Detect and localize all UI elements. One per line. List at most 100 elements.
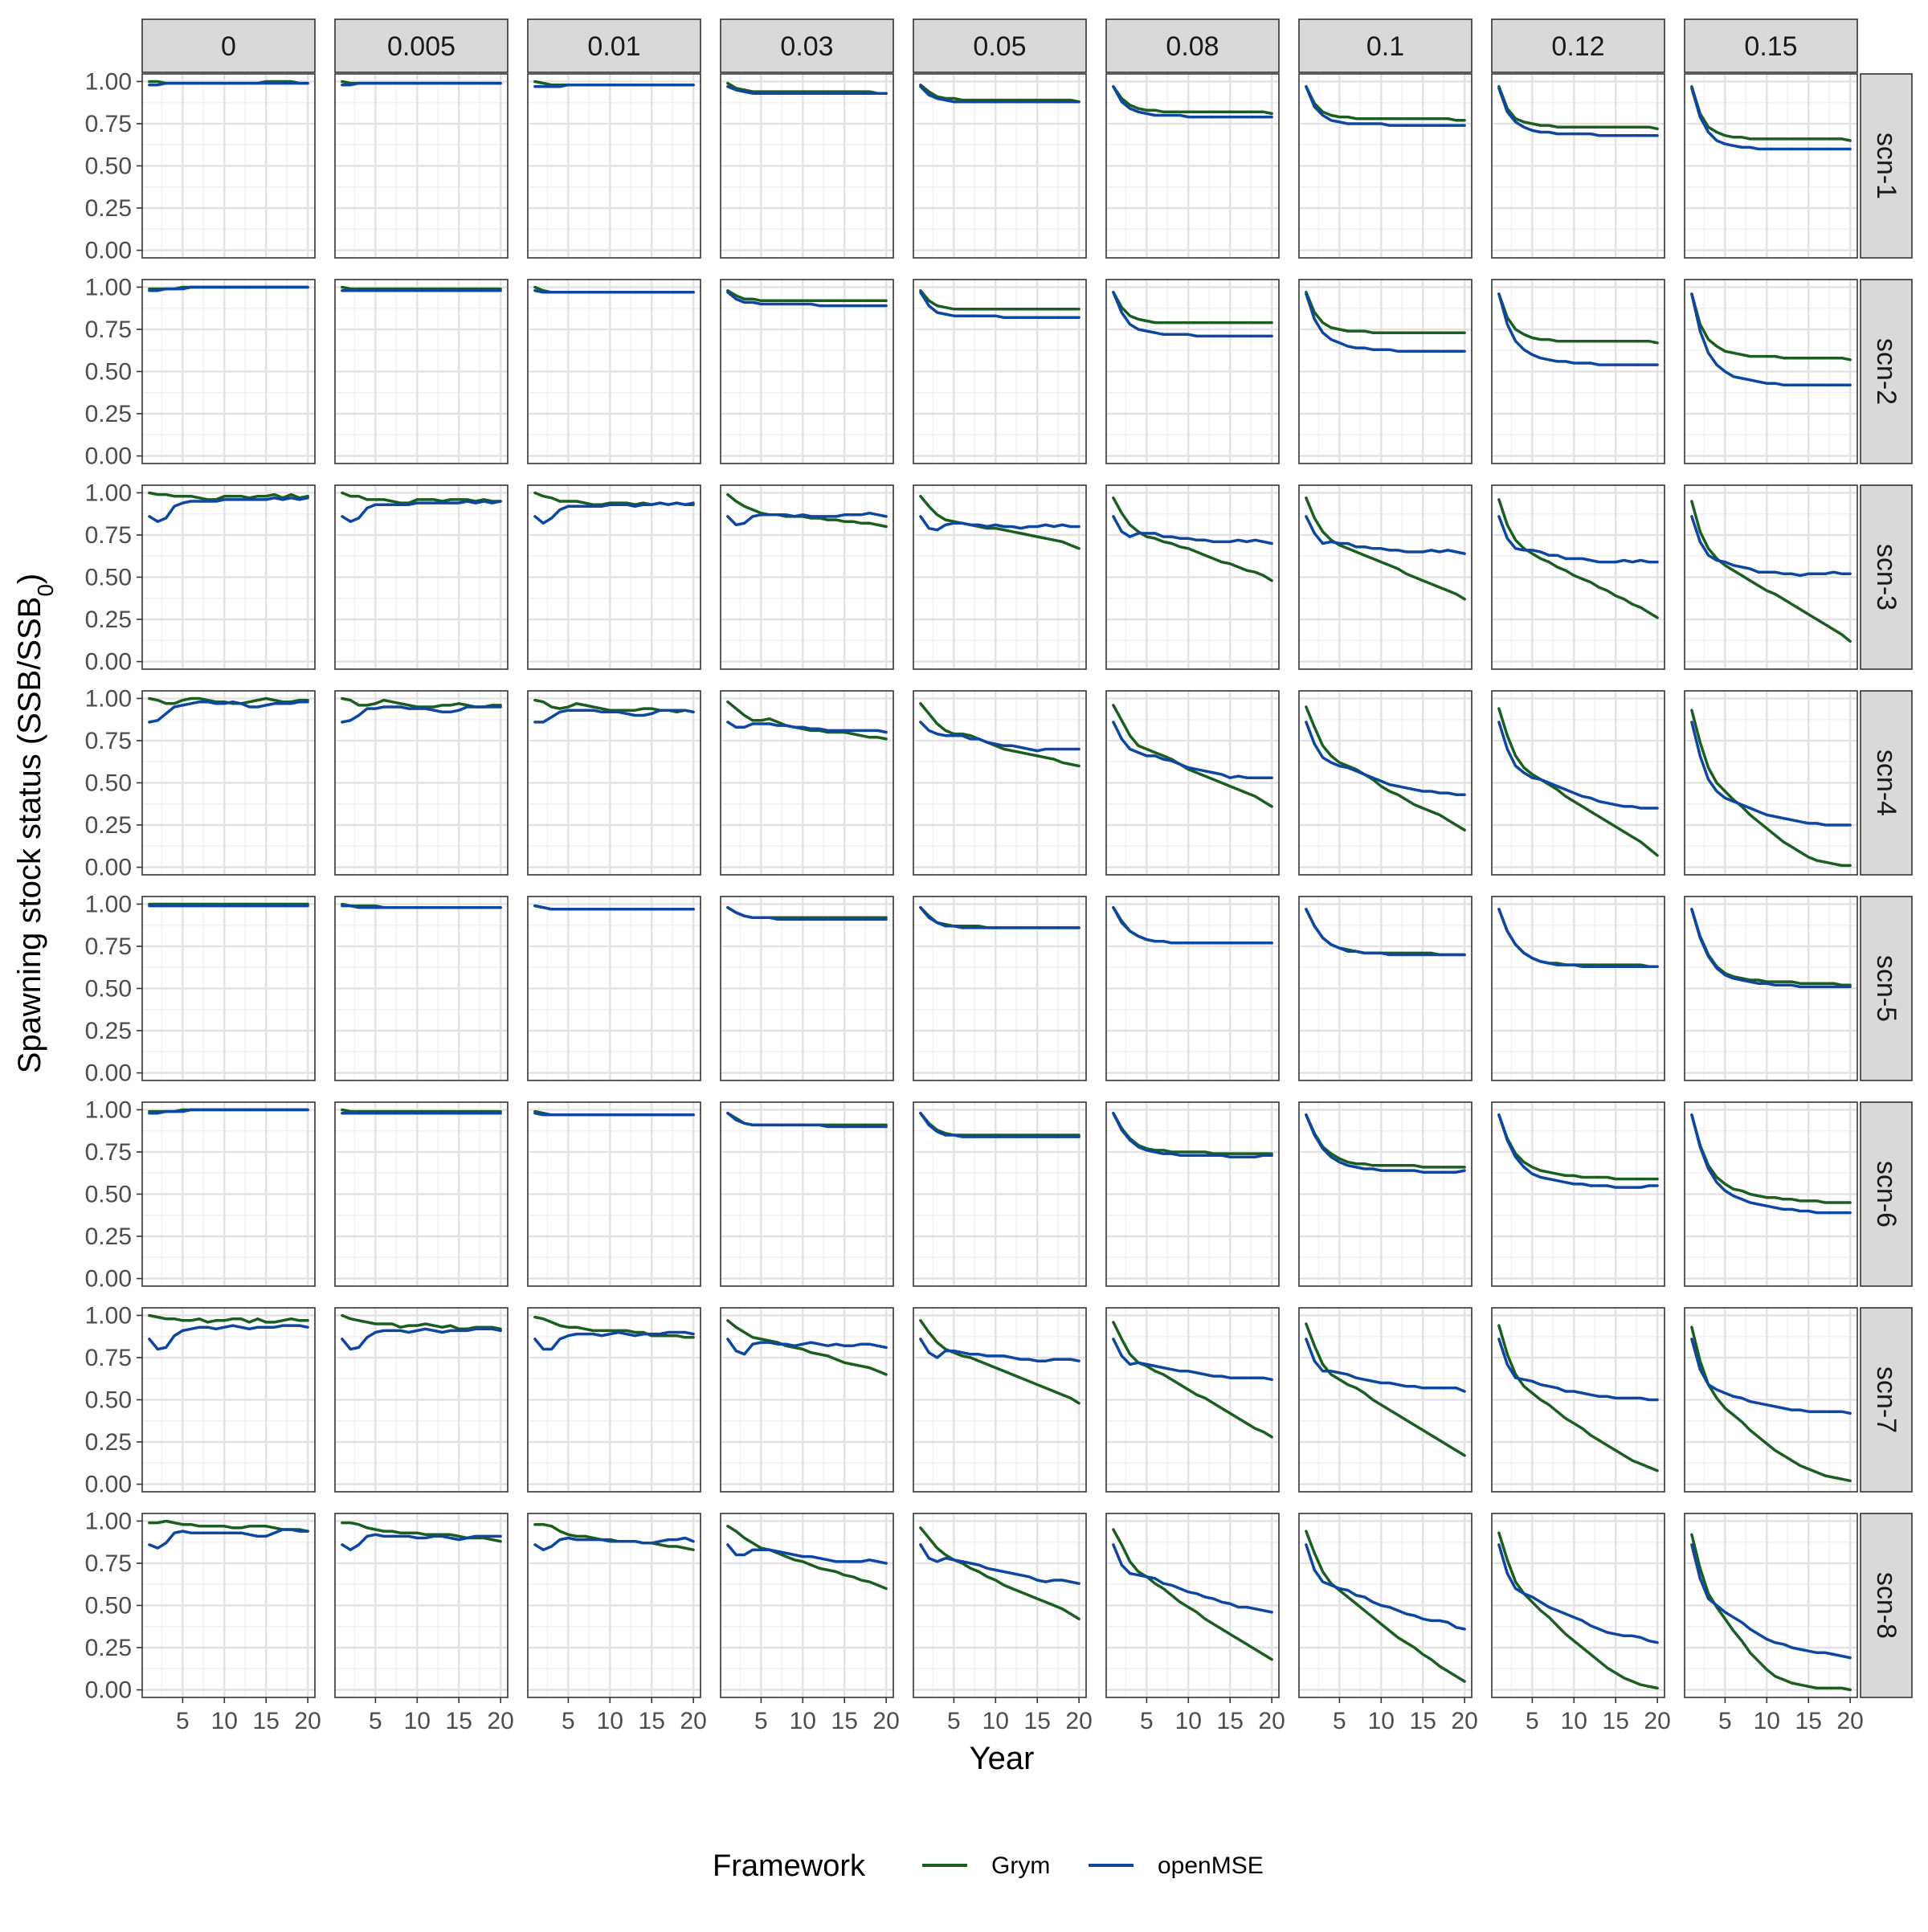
panel-border xyxy=(913,484,1087,670)
panel-scn-4-0.1 xyxy=(1298,690,1473,876)
series-line-openmse-scn-3-0.1 xyxy=(1305,515,1466,555)
panel-scn-2-0.08 xyxy=(1105,279,1280,464)
facet-strip-label: 0.12 xyxy=(1551,31,1604,62)
x-tick-label: 5 xyxy=(562,1708,575,1734)
facet-strip-label: scn-7 xyxy=(1871,1366,1901,1433)
series-line-openmse-scn-8-0 xyxy=(148,1528,309,1550)
panel-scn-1-0.03 xyxy=(720,73,894,259)
series-line-openmse-scn-1-0 xyxy=(148,81,309,87)
x-tick-label: 20 xyxy=(487,1708,513,1734)
facet-strip-label: 0.03 xyxy=(780,31,833,62)
panel-border xyxy=(1491,1307,1665,1493)
panel-scn-4-0.03 xyxy=(720,690,894,876)
x-tick-label: 15 xyxy=(1217,1708,1244,1734)
y-tick-label: 0.75 xyxy=(85,933,132,960)
y-tick-label: 0.75 xyxy=(85,1550,132,1577)
series-line-openmse-scn-8-0.05 xyxy=(919,1543,1080,1585)
series-line-grym-scn-7-0.03 xyxy=(726,1319,888,1376)
panel-scn-2-0.03 xyxy=(720,279,894,464)
x-tick-label: 20 xyxy=(680,1708,706,1734)
panel-scn-1-0.12 xyxy=(1491,73,1665,259)
panel-scn-5-0 xyxy=(141,896,316,1081)
panel-border xyxy=(334,1307,509,1493)
y-tick-label: 0.75 xyxy=(85,728,132,754)
panel-border xyxy=(720,690,894,876)
panel-scn-6-0.05 xyxy=(913,1101,1087,1287)
facet-strip-col-0: 0 xyxy=(141,18,316,73)
panel-scn-2-0.01 xyxy=(527,279,701,464)
series-line-grym-scn-4-0.05 xyxy=(919,702,1080,768)
series-line-openmse-scn-2-0.1 xyxy=(1305,292,1466,353)
facet-strip-background xyxy=(1298,18,1473,73)
panel-scn-7-0 xyxy=(141,1307,316,1493)
series-line-openmse-scn-5-0.03 xyxy=(726,905,888,921)
y-tick-label: 0.50 xyxy=(85,153,132,180)
facet-strip-col-0.12: 0.12 xyxy=(1491,18,1665,73)
panel-scn-3-0 xyxy=(141,484,316,670)
facet-strip-label: scn-3 xyxy=(1871,544,1901,611)
series-line-grym-scn-7-0.01 xyxy=(533,1315,695,1339)
y-tick-label: 0.00 xyxy=(85,238,132,264)
x-tick-label: 5 xyxy=(754,1708,768,1734)
y-tick-label: 0.75 xyxy=(85,1345,132,1371)
series-line-openmse-scn-4-0.01 xyxy=(533,709,695,724)
panel-border xyxy=(1684,484,1858,670)
series-line-openmse-scn-2-0.05 xyxy=(919,291,1080,320)
x-tick-label: 20 xyxy=(1065,1708,1092,1734)
series-line-grym-scn-8-0.15 xyxy=(1690,1533,1852,1692)
facet-strip-col-0.01: 0.01 xyxy=(527,18,701,73)
series-line-openmse-scn-5-0.05 xyxy=(919,905,1080,929)
panel-scn-4-0.08 xyxy=(1105,690,1280,876)
facet-strip-col-0.15: 0.15 xyxy=(1684,18,1858,73)
panel-scn-8-0.05 xyxy=(913,1513,1087,1698)
series-line-openmse-scn-5-0.15 xyxy=(1690,908,1852,989)
series-line-grym-scn-6-0.12 xyxy=(1497,1113,1659,1181)
strips-layer: 0 0.005 0.01 0.03 0.05 0.08 0.1 0.12 0.15 scn-1 sc… xyxy=(141,18,1913,1698)
panel-scn-8-0.08 xyxy=(1105,1513,1280,1698)
series-line-openmse-scn-7-0 xyxy=(148,1324,309,1351)
y-tick-label: 0.00 xyxy=(85,1266,132,1293)
panel-border xyxy=(720,1101,894,1287)
panel-border xyxy=(1298,279,1473,464)
y-tick-label: 0.25 xyxy=(85,1223,132,1250)
series-line-openmse-scn-7-0.05 xyxy=(919,1338,1080,1362)
panel-border xyxy=(720,279,894,464)
y-tick-label: 0.50 xyxy=(85,1593,132,1620)
facet-strip-background xyxy=(1860,1513,1913,1698)
series-line-grym-scn-6-0.15 xyxy=(1690,1113,1852,1204)
x-tick-label: 5 xyxy=(369,1708,382,1734)
facet-strip-background xyxy=(527,18,701,73)
panel-border xyxy=(720,1513,894,1698)
series-line-openmse-scn-3-0.005 xyxy=(341,500,502,523)
facet-strip-label: 0.05 xyxy=(973,31,1026,62)
x-tick-label: 15 xyxy=(1603,1708,1629,1734)
facet-strip-label: scn-6 xyxy=(1871,1161,1901,1227)
y-tick-label: 0.25 xyxy=(85,607,132,633)
facet-strip-background xyxy=(1860,484,1913,670)
panel-scn-2-0 xyxy=(141,279,316,464)
series-line-openmse-scn-4-0.08 xyxy=(1112,721,1273,779)
series-line-grym-scn-8-0.08 xyxy=(1112,1528,1273,1661)
x-tick-label: 5 xyxy=(1140,1708,1154,1734)
panel-scn-7-0.05 xyxy=(913,1307,1087,1493)
y-tick-label: 1.00 xyxy=(85,891,132,917)
facet-strip-background xyxy=(1860,1307,1913,1493)
y-tick-label: 0.50 xyxy=(85,565,132,591)
series-line-grym-scn-3-0 xyxy=(148,491,309,501)
series-line-openmse-scn-4-0.12 xyxy=(1497,721,1659,810)
series-line-grym-scn-2-0.05 xyxy=(919,288,1080,311)
series-line-openmse-scn-4-0.15 xyxy=(1690,721,1852,827)
series-line-grym-scn-2-0.12 xyxy=(1497,292,1659,345)
x-tick-label: 5 xyxy=(1526,1708,1539,1734)
series-line-openmse-scn-8-0.01 xyxy=(533,1536,695,1551)
y-tick-label: 0.50 xyxy=(85,770,132,797)
y-tick-label: 0.50 xyxy=(85,976,132,1003)
x-tick-label: 15 xyxy=(1024,1708,1051,1734)
panel-scn-7-0.15 xyxy=(1684,1307,1858,1493)
series-line-grym-scn-4-0.03 xyxy=(726,700,888,741)
panel-scn-3-0.12 xyxy=(1491,484,1665,670)
panel-border xyxy=(1684,279,1858,464)
panel-scn-2-0.005 xyxy=(334,279,509,464)
panel-border xyxy=(720,73,894,259)
panel-border xyxy=(913,279,1087,464)
